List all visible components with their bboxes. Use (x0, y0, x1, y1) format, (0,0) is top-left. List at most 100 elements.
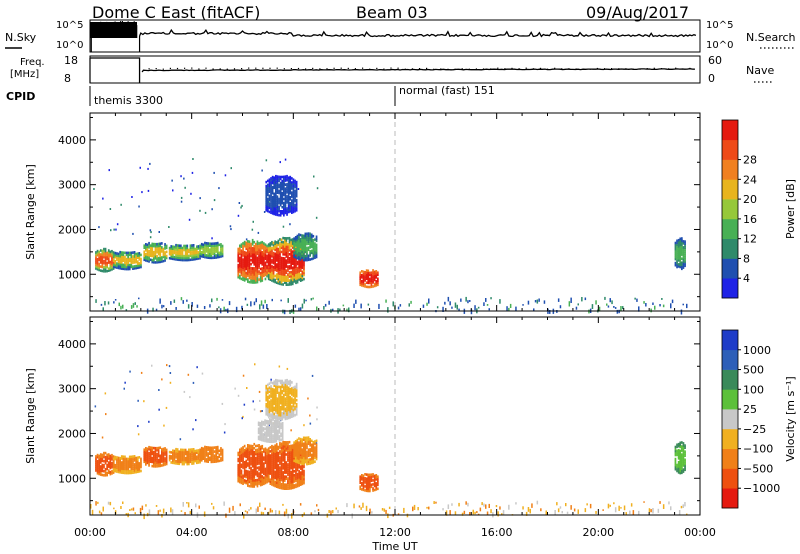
echo-cell (216, 459, 219, 463)
echo-cell (161, 246, 163, 249)
echo-cell (270, 181, 272, 184)
nsearch-tick-top: 10^5 (706, 20, 733, 31)
echo-cell (221, 254, 224, 258)
echo-cell (266, 448, 268, 452)
echo-cell (289, 404, 292, 407)
echo-cell (128, 463, 131, 467)
echo-cell (295, 390, 298, 394)
echo-cell (95, 459, 97, 462)
echo-cell (276, 185, 279, 188)
echo-cell (130, 457, 133, 461)
scatter-cell (246, 303, 249, 306)
echo-cell (127, 259, 129, 263)
echo-cell (283, 175, 285, 179)
echo-cell (99, 269, 102, 272)
echo-cell (266, 472, 268, 476)
nave-dot (632, 68, 634, 70)
echo-cell (283, 387, 285, 391)
scatter-cell (444, 301, 446, 305)
date-label: 09/Aug/2017 (586, 3, 689, 22)
echo-cell (98, 466, 100, 470)
scatter-cell (147, 189, 150, 192)
echo-cell (301, 442, 303, 445)
echo-cell (240, 455, 243, 458)
echo-cell (256, 272, 259, 276)
echo-cell (283, 411, 285, 415)
echo-cell (283, 201, 285, 205)
echo-cell (256, 268, 259, 272)
echo-cell (295, 271, 297, 275)
echo-cell (361, 284, 363, 287)
echo-cell (133, 257, 136, 260)
echo-cell (132, 251, 134, 254)
echo-cell (286, 174, 288, 178)
echo-cell (274, 482, 276, 486)
echo-cell (315, 247, 318, 251)
echo-cell (682, 464, 685, 467)
echo-cell (309, 452, 311, 455)
echo-cell (283, 269, 286, 272)
echo-cell (274, 260, 276, 264)
echo-cell (279, 470, 281, 473)
echo-cell (362, 484, 365, 488)
echo-cell (119, 467, 121, 470)
echo-cell (176, 452, 179, 455)
echo-cell (275, 483, 278, 486)
echo-cell (276, 207, 279, 211)
echo-cell (146, 245, 149, 249)
echo-cell (271, 404, 274, 407)
scatter-cell (246, 387, 248, 389)
scatter-cell (680, 505, 683, 509)
echo-cell (221, 448, 224, 452)
echo-cell (242, 466, 244, 469)
echo-cell (283, 275, 286, 278)
echo-cell (245, 273, 248, 277)
echo-cell (307, 438, 310, 441)
echo-cell (266, 266, 268, 270)
echo-cell (157, 450, 160, 454)
echo-cell (156, 248, 158, 252)
echo-cell (212, 454, 214, 458)
echo-cell (304, 440, 307, 444)
echo-cell (277, 253, 280, 257)
echo-cell (287, 400, 290, 404)
echo-cell (267, 424, 270, 427)
echo-cell (186, 456, 189, 460)
echo-cell (279, 187, 282, 191)
nave-dot (319, 68, 321, 70)
echo-cell (280, 434, 282, 438)
echo-cell (288, 244, 291, 248)
scatter-cell (527, 507, 530, 512)
scatter-cell (426, 302, 428, 306)
echo-cell (296, 438, 299, 442)
scatter-cell (301, 303, 304, 309)
echo-cell (101, 251, 104, 255)
echo-cell (271, 397, 274, 401)
echo-cell (272, 465, 275, 469)
scatter-cell (148, 420, 150, 423)
echo-cell (143, 460, 146, 464)
echo-cell (677, 257, 680, 260)
echo-cell (213, 256, 216, 259)
echo-cell (251, 251, 254, 254)
echo-cell (250, 458, 252, 462)
echo-cell (289, 208, 292, 211)
echo-cell (120, 261, 123, 264)
echo-cell (117, 458, 120, 462)
echo-cell (192, 244, 195, 247)
echo-cell (259, 459, 262, 463)
echo-cell (112, 467, 115, 471)
y-tick-label: 1000 (58, 268, 86, 281)
echo-cell (299, 241, 302, 245)
echo-cell (264, 457, 267, 461)
echo-cell (205, 250, 208, 253)
echo-cell (277, 269, 280, 273)
scatter-cell (538, 298, 540, 302)
echo-cell (184, 244, 187, 248)
echo-cell (275, 241, 278, 244)
echo-cell (271, 261, 273, 264)
echo-cell (361, 478, 363, 481)
echo-cell (309, 242, 311, 245)
echo-cell (264, 265, 267, 269)
echo-cell (237, 247, 240, 251)
